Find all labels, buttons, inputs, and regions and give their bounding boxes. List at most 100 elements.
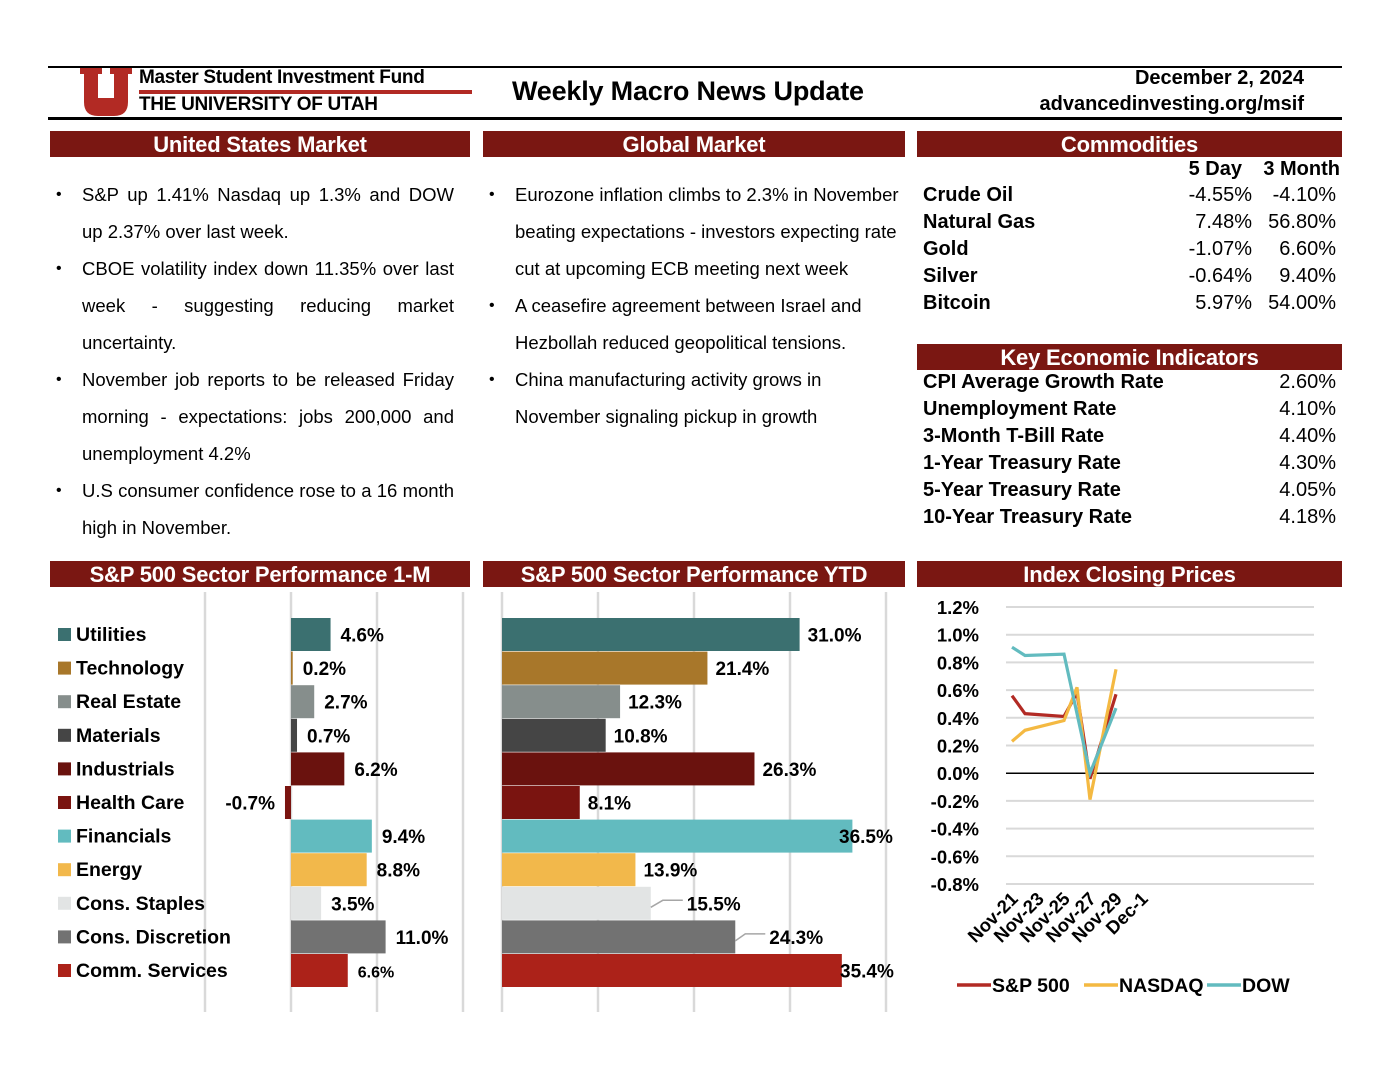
legend-label: S&P 500: [992, 975, 1070, 997]
commodity-name: Natural Gas: [923, 211, 1036, 233]
indicator-name: 10-Year Treasury Rate: [923, 506, 1133, 528]
data-label: 12.3%: [628, 693, 682, 714]
indicator-name: 1-Year Treasury Rate: [923, 452, 1121, 474]
y-tick-label: 0.8%: [937, 652, 979, 673]
indicator-name: CPI Average Growth Rate: [923, 371, 1164, 393]
y-tick-label: -0.4%: [931, 819, 979, 840]
indicator-name: 5-Year Treasury Rate: [923, 479, 1121, 501]
document-title: Weekly Macro News Update: [512, 76, 864, 106]
label-leader-line: [734, 933, 766, 942]
commodity-name: Silver: [923, 265, 978, 287]
us-market-bullet: CBOE volatility index down 11.35% over l…: [50, 250, 454, 361]
legend-label: Energy: [76, 859, 142, 881]
fund-name-underline: [139, 90, 472, 94]
bar-financials: [502, 819, 853, 853]
sector-ytd-chart: 31.0% 21.4% 12.3% 10.8% 26.3% 8.1% 36.5% 13.9% 1…: [500, 592, 894, 1012]
sector-ytd-heading: S&P 500 Sector Performance YTD: [483, 561, 905, 587]
data-label: 3.5%: [331, 894, 374, 915]
global-market-section: Global Market Eurozone inflation climbs …: [483, 131, 905, 435]
y-tick-label: 0.4%: [937, 708, 979, 729]
indicator-value: 4.10%: [1279, 398, 1336, 420]
legend-label: Cons. Discretion: [76, 926, 231, 948]
sector-1m-heading: S&P 500 Sector Performance 1-M: [50, 561, 470, 587]
indicator-name: 3-Month T-Bill Rate: [923, 425, 1105, 447]
series-line-nasdaq: [1010, 669, 1118, 800]
commodities-section: Commodities 5 Day 3 Month Crude Oil -4.55…: [917, 131, 1342, 321]
indicator-value: 4.40%: [1279, 425, 1336, 447]
header-bottom-rule: [48, 117, 1342, 120]
indicators-section: Key Economic Indicators CPI Average Grow…: [917, 344, 1342, 534]
bar-energy: [291, 853, 367, 887]
commodity-5-day: -1.07%: [1188, 238, 1252, 260]
bar-cons-staples: [502, 886, 651, 920]
bar-industrials: [502, 752, 755, 786]
sector-1m-chart: 4.6% 0.2% 2.7% 0.7%6.2% -0.7% 9.4% 8.8%3.5% 11.…: [58, 592, 465, 1012]
data-label: 0.7%: [307, 726, 350, 747]
data-label: 21.4%: [715, 659, 769, 680]
commodities-heading: Commodities: [917, 131, 1342, 157]
legend-label: Health Care: [76, 792, 185, 814]
data-label: 2.7%: [324, 693, 367, 714]
global-market-bullets: Eurozone inflation climbs to 2.3% in Nov…: [483, 176, 905, 435]
data-label: 31.0%: [808, 626, 862, 647]
data-label: 13.9%: [643, 861, 697, 882]
legend-label: Real Estate: [76, 691, 181, 713]
indicator-row: 3-Month T-Bill Rate 4.40%: [917, 425, 1342, 452]
y-tick-label: 0.2%: [937, 736, 979, 757]
global-market-bullet: China manufacturing activity grows in No…: [483, 361, 905, 435]
y-tick-label: -0.6%: [931, 846, 979, 867]
bar-health-care: [502, 786, 580, 819]
y-tick-label: 1.0%: [937, 625, 979, 646]
data-label: 36.5%: [839, 827, 893, 848]
legend-label: NASDAQ: [1119, 975, 1204, 997]
indicator-value: 4.18%: [1279, 506, 1336, 528]
legend-label: Cons. Staples: [76, 893, 205, 915]
header-top-rule: [48, 66, 1342, 68]
bar-real-estate: [502, 685, 621, 719]
indicator-value: 4.30%: [1279, 452, 1336, 474]
indicators-heading: Key Economic Indicators: [917, 344, 1342, 370]
column-header-3-month: 3 Month: [1263, 158, 1340, 180]
legend-label: Utilities: [76, 624, 147, 646]
us-market-heading: United States Market: [50, 131, 470, 157]
data-label: 6.2%: [354, 760, 397, 781]
website-link[interactable]: advancedinvesting.org/msif: [1039, 93, 1304, 115]
commodity-row: Crude Oil -4.55% -4.10%: [917, 184, 1342, 211]
legend-label: Industrials: [76, 758, 175, 780]
bar-health-care: [284, 786, 291, 819]
commodity-5-day: 5.97%: [1195, 292, 1252, 314]
y-tick-label: 1.2%: [937, 597, 979, 618]
data-label: 11.0%: [396, 928, 449, 949]
commodity-row: Natural Gas 7.48% 56.80%: [917, 211, 1342, 238]
data-label: 4.6%: [341, 626, 384, 647]
bar-utilities: [291, 618, 331, 651]
university-name: THE UNIVERSITY OF UTAH: [139, 94, 378, 115]
data-label: -0.7%: [225, 794, 275, 815]
series-line-s-p-500: [1010, 687, 1118, 780]
commodities-header-row: 5 Day 3 Month: [917, 158, 1342, 185]
commodity-3-month: 54.00%: [1268, 292, 1336, 314]
legend-swatch: [58, 829, 71, 843]
commodity-3-month: -4.10%: [1272, 184, 1336, 206]
legend-swatch: [58, 796, 71, 809]
data-label: 0.2%: [303, 659, 346, 680]
commodity-3-month: 56.80%: [1268, 211, 1336, 233]
commodity-5-day: -0.64%: [1188, 265, 1252, 287]
us-market-bullet: November job reports to be released Frid…: [50, 361, 454, 472]
y-tick-label: -0.8%: [931, 874, 979, 895]
series-line-dow: [1011, 645, 1118, 779]
indicator-row: 10-Year Treasury Rate 4.18%: [917, 506, 1342, 533]
indicator-name: Unemployment Rate: [923, 398, 1117, 420]
bar-cons-discretion: [291, 920, 386, 954]
data-label: 26.3%: [762, 760, 816, 781]
bar-energy: [502, 853, 636, 887]
commodity-row: Gold -1.07% 6.60%: [917, 238, 1342, 265]
legend-label: Financials: [76, 826, 172, 848]
legend-swatch: [58, 964, 71, 977]
data-label: 24.3%: [769, 928, 823, 949]
commodity-name: Crude Oil: [923, 184, 1014, 206]
indicator-value: 4.05%: [1279, 479, 1336, 501]
legend-swatch: [58, 930, 71, 944]
legend-swatch: [58, 695, 71, 709]
commodity-name: Bitcoin: [923, 292, 991, 314]
